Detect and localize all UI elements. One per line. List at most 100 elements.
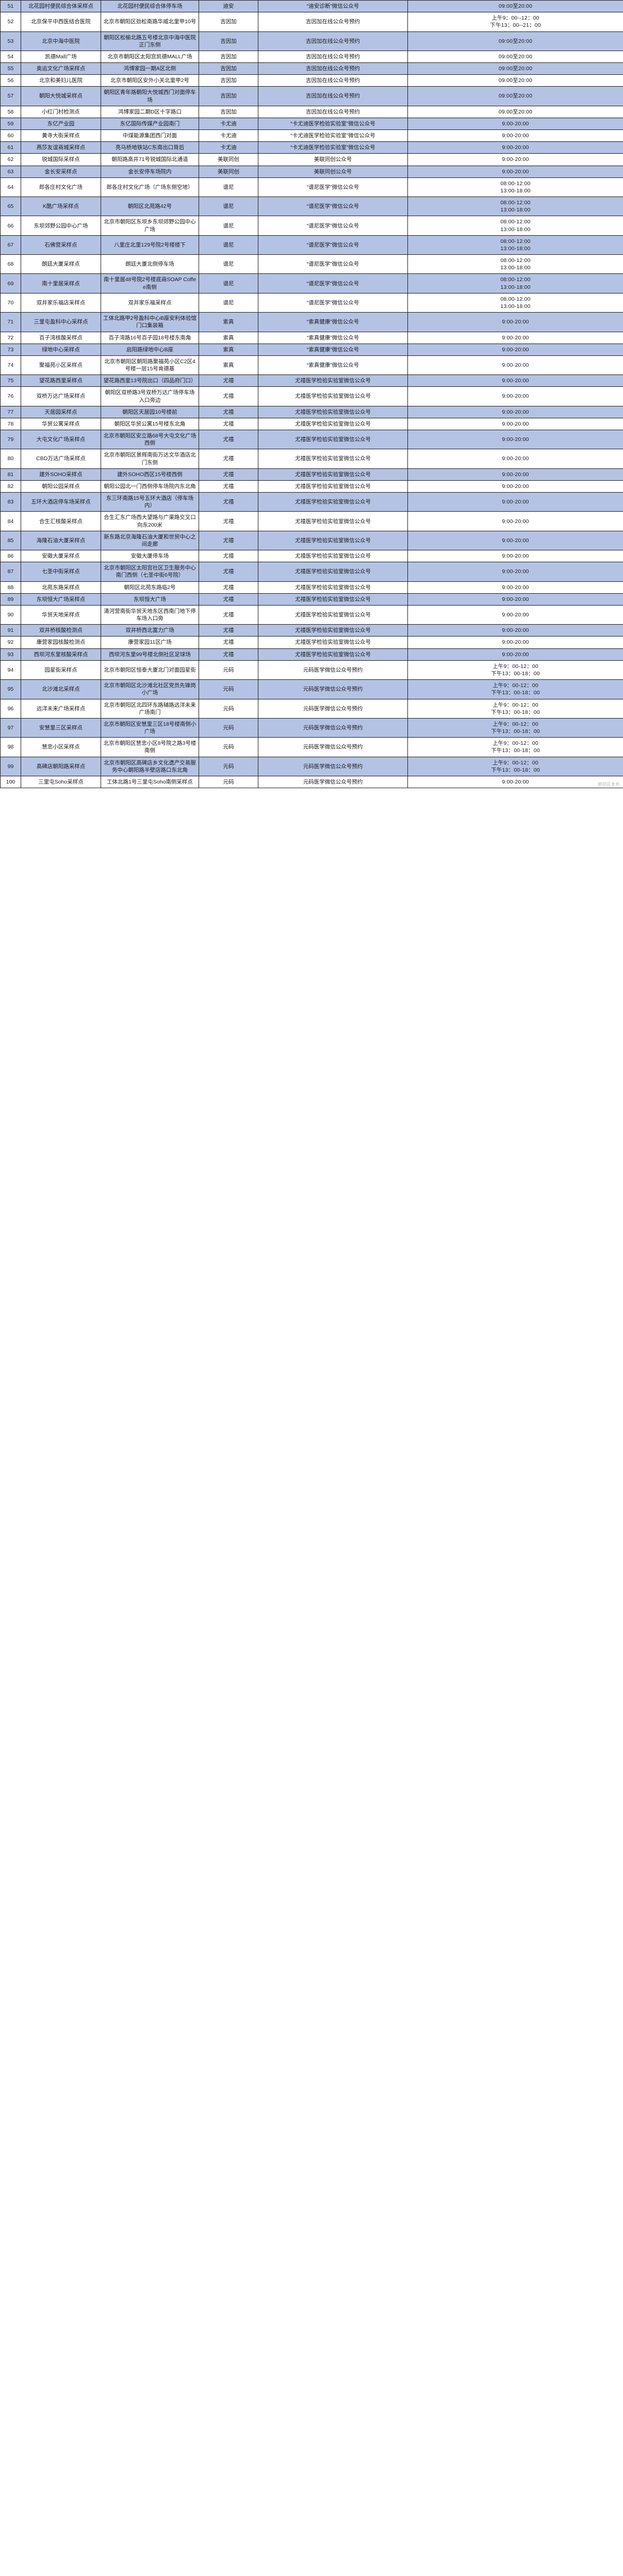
row-index: 60: [0, 129, 21, 142]
row-index: 76: [0, 386, 21, 406]
site-address: 北京市朝阳区北沙滩北社区党员先锋岗小广场: [101, 679, 199, 699]
testing-organization: 美联同创: [199, 165, 258, 178]
booking-method: 尤禧医学检验实验室微信公众号: [258, 562, 408, 582]
site-name: 五环大酒店停车场采样点: [21, 492, 101, 512]
row-index: 79: [0, 430, 21, 450]
sampling-time: 9:00-20:00: [407, 374, 623, 387]
testing-organization: 索真: [199, 355, 258, 376]
booking-method: 尤禧医学检验实验室微信公众号: [258, 417, 408, 431]
sampling-time: 9:00-20:00: [407, 775, 623, 789]
booking-method: 元码医学微信公众号预约: [258, 660, 408, 680]
site-name: 燕莎友谊商城采样点: [21, 141, 101, 154]
site-name: 北花园村便民综合体采样点: [21, 0, 101, 13]
booking-method: 吉因加在线公众号预约: [258, 74, 408, 87]
table-row: 57 朝阳大悦城采样点 朝阳区青年路朝阳大悦城西门对面停车场 吉因加 吉因加在线公众号预…: [0, 86, 623, 106]
booking-method: “索真健康”微信公众号: [258, 331, 408, 344]
testing-organization: 吉因加: [199, 50, 258, 63]
row-index: 93: [0, 648, 21, 661]
site-address: 东三环南路15号五环大酒店（停车场内）: [101, 492, 199, 512]
testing-organization: 尤禧: [199, 530, 258, 551]
table-row: 62 锐城国际采样点 朝阳路高井71号锐城国际北通道 美联同创 美联同创公众号 9:00-…: [0, 153, 623, 166]
table-row: 73 绿地中心采样点 启阳路绿地中心B座 索真 “索真健康”微信公众号 9:00-20:0…: [0, 343, 623, 356]
row-index: 96: [0, 698, 21, 719]
site-name: CBD万达广场采样点: [21, 449, 101, 469]
row-index: 84: [0, 511, 21, 531]
site-name: 锐城国际采样点: [21, 153, 101, 166]
testing-organization: 谱尼: [199, 273, 258, 294]
site-name: 海隆石油大厦采样点: [21, 530, 101, 551]
row-index: 90: [0, 605, 21, 625]
sampling-time: 9:00-20:00: [407, 405, 623, 418]
testing-organization: 谱尼: [199, 292, 258, 313]
table-body: 51 北花园村便民综合体采样点 北花园村便民综合体停车场 迪安 “迪安诊断”微信公众号 0…: [0, 0, 623, 789]
table-row: 99 高碑店朝阳路采样点 北京市朝阳区高碑店乡文化遗产交易服务中心朝阳路半壁店路口东…: [0, 756, 623, 776]
site-name: 绿地中心采样点: [21, 343, 101, 356]
booking-method: “谱尼医学”微信公众号: [258, 197, 408, 217]
booking-method: “卡尤迪医学检验实验室”微信公众号: [258, 141, 408, 154]
table-row: 100 三里屯Soho采样点 工体北路1号三里屯Soho南侧采样点 元码 元码医学微信公…: [0, 775, 623, 789]
site-name: 建外SOHO采样点: [21, 468, 101, 481]
row-index: 54: [0, 50, 21, 63]
row-index: 65: [0, 197, 21, 217]
site-address: 八里庄北里129号院2号楼楼下: [101, 235, 199, 255]
site-address: 北京市朝阳区太阳宫社区卫生服务中心南门西侧（七圣中街6号院）: [101, 562, 199, 582]
row-index: 75: [0, 374, 21, 387]
testing-organization: 卡尤迪: [199, 141, 258, 154]
site-name: 北沙滩北采样点: [21, 679, 101, 699]
row-index: 100: [0, 775, 21, 789]
table-row: 82 朝阳公园采样点 朝阳公园北一门西侧停车场院内东北角 尤禧 尤禧医学检验实验室微信公…: [0, 480, 623, 493]
row-index: 78: [0, 417, 21, 431]
booking-method: 吉因加在线公众号预约: [258, 31, 408, 51]
table-row: 53 北京中海中医院 朝阳区松榆北路五号楼北京中海中医院正门东侧 吉因加 吉因加在线公众…: [0, 31, 623, 51]
booking-method: 元码医学微信公众号预约: [258, 698, 408, 719]
testing-organization: 尤禧: [199, 374, 258, 387]
site-address: 朝阳区青年路朝阳大悦城西门对面停车场: [101, 86, 199, 106]
row-index: 56: [0, 74, 21, 87]
sampling-time: 9:00-20:00: [407, 417, 623, 431]
site-name: 康营家园核酸检测点: [21, 636, 101, 649]
table-row: 90 华贸天地采样点 清河营南街华贸天地东区西南门地下停车场入口旁 尤禧 尤禧医学检验实…: [0, 605, 623, 625]
booking-method: “卡尤迪医学检验实验室”微信公众号: [258, 117, 408, 131]
testing-organization: 尤禧: [199, 636, 258, 649]
booking-method: 尤禧医学检验实验室微信公众号: [258, 374, 408, 387]
row-index: 58: [0, 105, 21, 118]
testing-organization: 元码: [199, 737, 258, 757]
site-name: 朝阳大悦城采样点: [21, 86, 101, 106]
site-name: 北苑东路采样点: [21, 581, 101, 594]
testing-organization: 尤禧: [199, 605, 258, 625]
row-index: 52: [0, 12, 21, 32]
sampling-time: 9:00-20:00: [407, 312, 623, 332]
row-index: 87: [0, 562, 21, 582]
site-name: 园星街采样点: [21, 660, 101, 680]
site-address: 朝阳区北苑东路临2号: [101, 581, 199, 594]
site-address: 建外SOHO西区15号楼西侧: [101, 468, 199, 481]
table-row: 72 百子湾核酸采样点 百子湾路16号百子园18号楼东南角 索真 “索真健康”微信公众号…: [0, 331, 623, 344]
sampling-time: 9:00-20:00: [407, 562, 623, 582]
testing-organization: 尤禧: [199, 492, 258, 512]
booking-method: 尤禧医学检验实验室微信公众号: [258, 405, 408, 418]
table-row: 95 北沙滩北采样点 北京市朝阳区北沙滩北社区党员先锋岗小广场 元码 元码医学微信公众号…: [0, 679, 623, 699]
site-name: 双井家乐福店采样点: [21, 292, 101, 313]
testing-organization: 美联同创: [199, 153, 258, 166]
booking-method: 尤禧医学检验实验室微信公众号: [258, 449, 408, 469]
booking-method: “谱尼医学”微信公众号: [258, 254, 408, 274]
booking-method: “索真健康”微信公众号: [258, 355, 408, 376]
site-name: 高碑店朝阳路采样点: [21, 756, 101, 776]
row-index: 70: [0, 292, 21, 313]
testing-organization: 尤禧: [199, 405, 258, 418]
booking-method: 吉因加在线公众号预约: [258, 86, 408, 106]
row-index: 98: [0, 737, 21, 757]
site-name: 合生汇核酸采样点: [21, 511, 101, 531]
booking-method: “谱尼医学”微信公众号: [258, 292, 408, 313]
site-address: 北花园村便民综合体停车场: [101, 0, 199, 13]
site-name: 北京保平中西医结合医院: [21, 12, 101, 32]
testing-organization: 迪安: [199, 0, 258, 13]
booking-method: 尤禧医学检验实验室微信公众号: [258, 492, 408, 512]
site-name: 三里屯Soho采样点: [21, 775, 101, 789]
booking-method: 尤禧医学检验实验室微信公众号: [258, 430, 408, 450]
sampling-time: 9:00-20:00: [407, 117, 623, 131]
testing-organization: 尤禧: [199, 562, 258, 582]
table-row: 81 建外SOHO采样点 建外SOHO西区15号楼西侧 尤禧 尤禧医学检验实验室微信公众…: [0, 468, 623, 481]
table-row: 88 北苑东路采样点 朝阳区北苑东路临2号 尤禧 尤禧医学检验实验室微信公众号 9:00-…: [0, 581, 623, 594]
sampling-site-table-sheet: 51 北花园村便民综合体采样点 北花园村便民综合体停车场 迪安 “迪安诊断”微信公众号 0…: [0, 0, 623, 789]
